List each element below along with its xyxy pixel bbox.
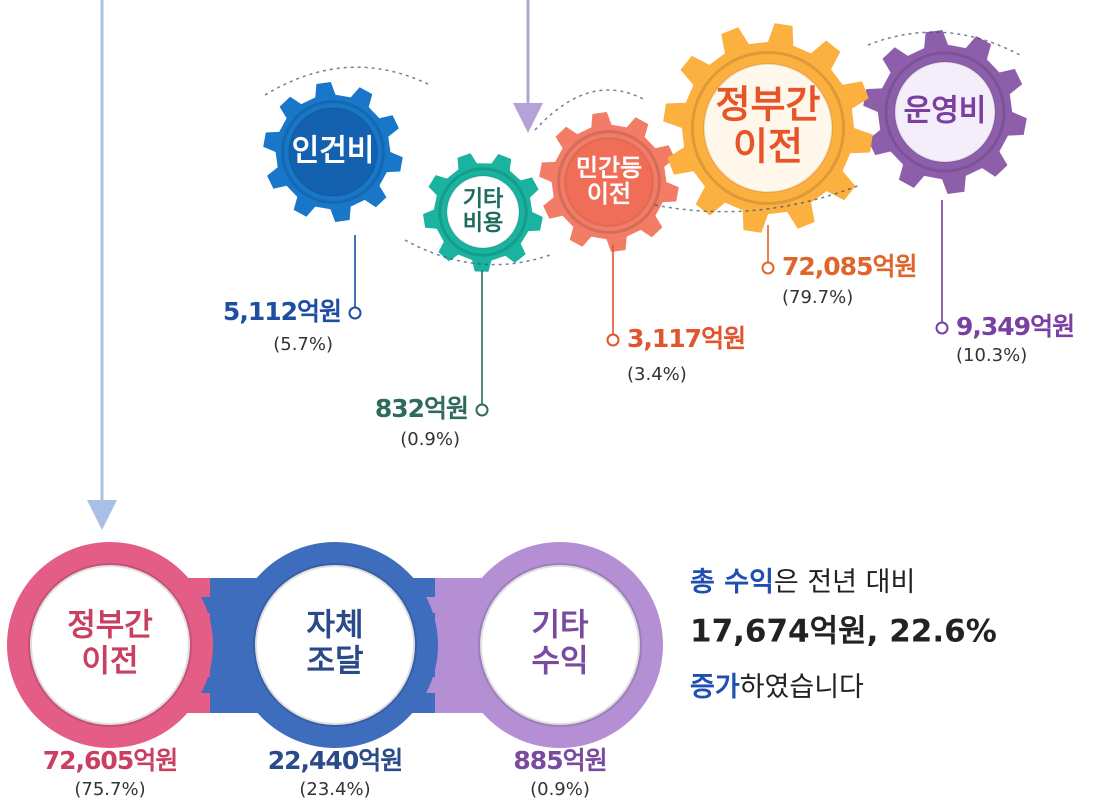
revenue-label: 자체 — [306, 608, 363, 644]
gear-label: 민간등 — [576, 154, 642, 182]
leader-dot — [761, 261, 775, 275]
amount: 3,117억원 — [627, 324, 745, 353]
revenue-label: 수익 — [531, 644, 588, 680]
summary-text: 은 전년 대비 — [774, 567, 915, 598]
share: (3.4%) — [627, 364, 687, 385]
gear-label: 비용 — [463, 211, 503, 236]
revenue-center — [478, 563, 642, 727]
dashed-arc — [264, 66, 431, 96]
revenue-label: 정부간 — [67, 608, 153, 644]
revenue-center — [28, 563, 192, 727]
gear-label: 운영비 — [904, 94, 987, 129]
amount: 22,440억원 — [268, 746, 402, 775]
share: (5.7%) — [273, 334, 333, 355]
amount: 5,112억원 — [223, 297, 341, 326]
summary-text: 하였습니다 — [740, 672, 864, 703]
gear-label: 기타 — [463, 187, 504, 212]
gear-center — [703, 63, 833, 193]
gear-center — [288, 107, 378, 197]
gear-label: 이전 — [733, 124, 803, 168]
gear-label: 이전 — [587, 180, 631, 208]
share: (0.9%) — [530, 779, 590, 800]
share: (75.7%) — [74, 779, 145, 800]
gear-label: 인건비 — [292, 134, 375, 169]
share: (0.9%) — [400, 429, 460, 450]
amount: 9,349억원 — [956, 312, 1074, 341]
summary-line: 증가하였습니다 — [690, 672, 864, 703]
share: (10.3%) — [956, 345, 1027, 366]
amount: 885억원 — [513, 746, 606, 775]
revenue-label: 조달 — [306, 644, 363, 680]
amount: 72,085억원 — [782, 252, 916, 281]
amount: 72,605억원 — [43, 746, 177, 775]
leader-dot — [935, 321, 949, 335]
revenue-center — [253, 563, 417, 727]
share: (79.7%) — [782, 287, 853, 308]
dashed-arc — [534, 89, 646, 131]
revenue-label: 이전 — [81, 644, 138, 680]
leader-dot — [348, 306, 362, 320]
gear-center — [894, 61, 996, 163]
gear-label: 정부간 — [716, 83, 821, 127]
dashed-arc — [654, 184, 861, 213]
summary-line: 17,674억원, 22.6% — [690, 614, 997, 650]
gear-center — [564, 137, 654, 227]
summary-line: 총 수익은 전년 대비 — [690, 567, 915, 598]
leader-dot — [475, 403, 489, 417]
amount: 832억원 — [375, 394, 468, 423]
revenue-label: 기타 — [531, 608, 589, 644]
gear-center — [446, 175, 520, 249]
share: (23.4%) — [299, 779, 370, 800]
dashed-arc — [867, 31, 1021, 56]
summary-highlight: 총 수익 — [690, 567, 774, 598]
summary-highlight: 증가 — [690, 672, 740, 703]
leader-dot — [606, 333, 620, 347]
